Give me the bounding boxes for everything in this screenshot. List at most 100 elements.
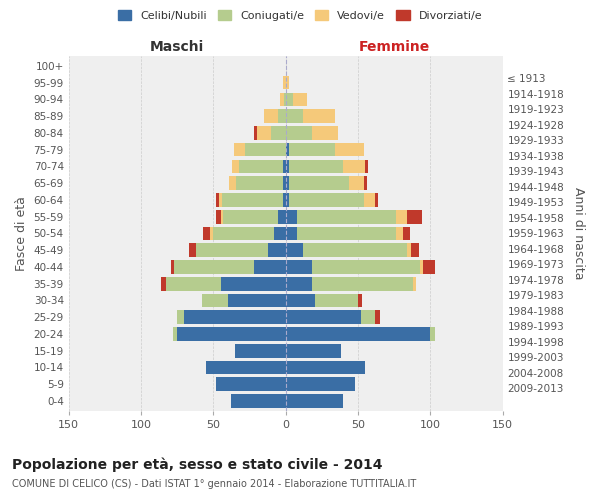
Bar [202,294,228,308]
Bar [311,277,413,290]
Bar [289,176,349,190]
Text: COMUNE DI CELICO (CS) - Dati ISTAT 1° gennaio 2014 - Elaborazione TUTTITALIA.IT: COMUNE DI CELICO (CS) - Dati ISTAT 1° ge… [12,479,416,489]
Bar [343,160,365,173]
Bar [303,110,335,123]
Bar [286,260,311,274]
Bar [283,193,286,207]
Bar [219,193,222,207]
Bar [286,327,430,341]
Bar [364,176,367,190]
Bar [314,294,358,308]
Y-axis label: Anni di nascita: Anni di nascita [572,187,585,280]
Legend: Celibi/Nubili, Coniugati/e, Vedovi/e, Divorziati/e: Celibi/Nubili, Coniugati/e, Vedovi/e, Di… [113,6,487,25]
Bar [375,193,378,207]
Bar [213,226,274,240]
Bar [174,260,254,274]
Bar [286,160,289,173]
Bar [216,193,219,207]
Bar [221,210,223,224]
Bar [232,160,239,173]
Bar [236,176,283,190]
Bar [311,260,420,274]
Bar [311,126,338,140]
Bar [286,226,297,240]
Bar [395,226,403,240]
Bar [206,360,286,374]
Bar [228,294,286,308]
Bar [223,210,278,224]
Bar [274,226,286,240]
Text: Femmine: Femmine [358,40,430,54]
Bar [280,92,284,106]
Bar [286,294,314,308]
Bar [283,160,286,173]
Bar [423,260,434,274]
Bar [293,92,307,106]
Bar [278,210,286,224]
Bar [221,277,286,290]
Bar [407,210,422,224]
Bar [257,126,271,140]
Bar [289,143,335,156]
Bar [358,294,362,308]
Bar [349,176,364,190]
Bar [166,277,221,290]
Bar [407,244,412,257]
Bar [245,143,286,156]
Bar [283,176,286,190]
Bar [286,126,311,140]
Bar [286,193,289,207]
Bar [271,126,286,140]
Bar [239,160,283,173]
Bar [361,310,375,324]
Bar [286,360,365,374]
Bar [286,394,343,408]
Bar [229,176,236,190]
Bar [278,110,286,123]
Bar [286,110,303,123]
Bar [289,193,364,207]
Bar [365,160,368,173]
Bar [286,310,361,324]
Bar [189,244,196,257]
Bar [420,260,423,274]
Bar [335,143,364,156]
Bar [286,76,289,90]
Bar [233,143,245,156]
Bar [286,344,341,358]
Bar [235,344,286,358]
Bar [230,394,286,408]
Bar [222,193,283,207]
Bar [254,126,257,140]
Y-axis label: Fasce di età: Fasce di età [15,196,28,271]
Bar [430,327,434,341]
Bar [413,277,416,290]
Bar [283,76,286,90]
Bar [184,310,286,324]
Bar [286,378,355,391]
Bar [286,210,297,224]
Text: Maschi: Maschi [150,40,204,54]
Bar [216,378,286,391]
Bar [286,277,311,290]
Bar [375,310,380,324]
Bar [284,92,286,106]
Bar [286,143,289,156]
Bar [289,160,343,173]
Bar [203,226,211,240]
Bar [303,244,407,257]
Bar [216,210,221,224]
Bar [161,277,166,290]
Bar [172,260,174,274]
Bar [412,244,419,257]
Bar [395,210,407,224]
Bar [177,310,184,324]
Bar [177,327,286,341]
Bar [196,244,268,257]
Bar [286,244,303,257]
Text: Popolazione per età, sesso e stato civile - 2014: Popolazione per età, sesso e stato civil… [12,458,383,472]
Bar [297,210,395,224]
Bar [403,226,410,240]
Bar [286,92,293,106]
Bar [264,110,278,123]
